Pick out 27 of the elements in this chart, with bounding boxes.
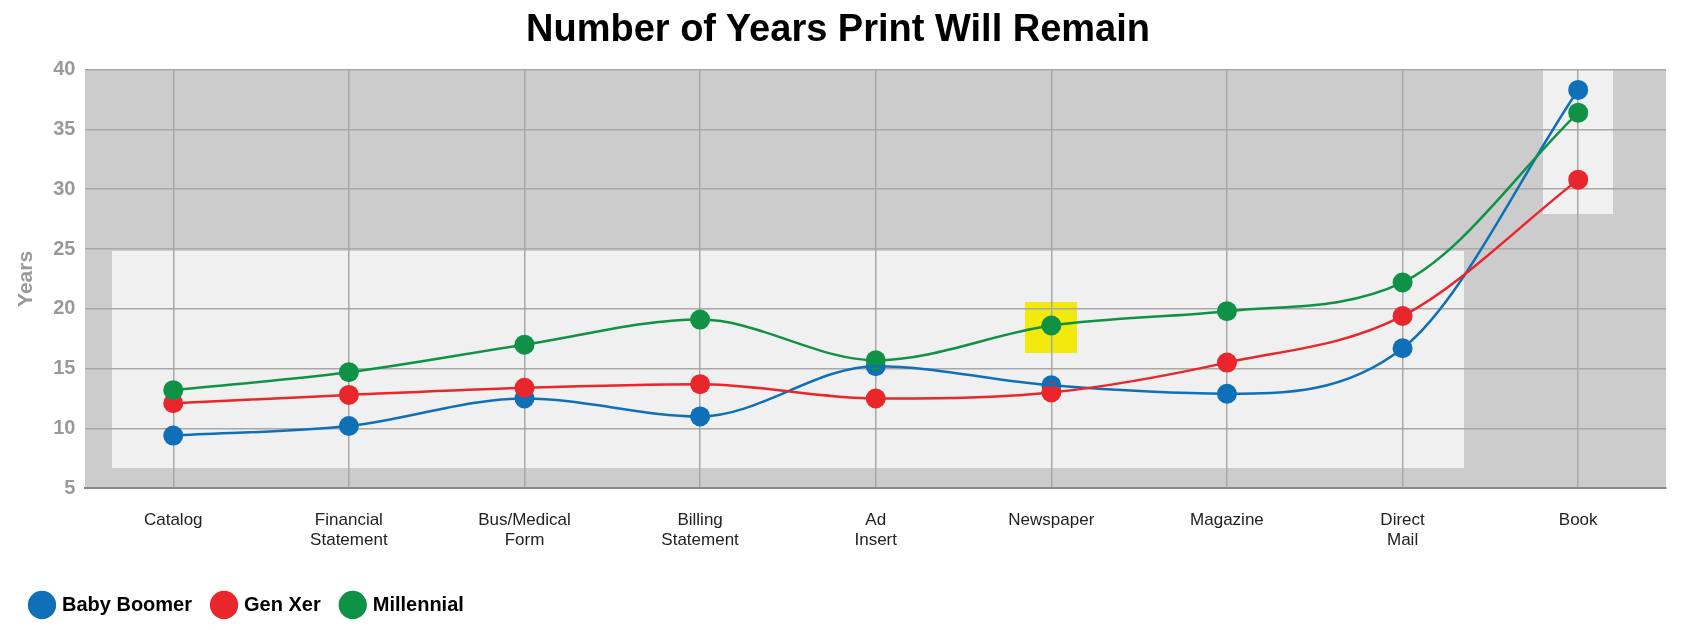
- y-tick-label: 30: [53, 176, 76, 199]
- legend-label: Millennial: [372, 592, 464, 615]
- legend-label: Gen Xer: [244, 592, 321, 615]
- x-tick-label: Billing Statement: [661, 510, 740, 550]
- x-tick-label: Direct Mail: [1380, 510, 1426, 550]
- point: [163, 425, 184, 446]
- y-tick-label: 10: [53, 415, 76, 438]
- x-tick-label: Ad Insert: [854, 510, 898, 550]
- point: [1568, 102, 1589, 123]
- x-tick-label: Book: [1558, 510, 1599, 530]
- y-tick-label: 35: [53, 116, 76, 139]
- y-tick-label: 5: [64, 475, 76, 498]
- y-axis-title: Years: [13, 250, 37, 307]
- point: [1568, 169, 1589, 190]
- y-tick-label: 25: [53, 236, 76, 259]
- legend-label: Baby Boomer: [62, 592, 193, 615]
- y-tick-label: 40: [53, 57, 76, 80]
- x-tick-label: Magazine: [1190, 510, 1264, 530]
- point: [163, 380, 184, 401]
- y-tick-label: 15: [53, 356, 76, 379]
- x-tick-label: Financial Statement: [310, 510, 388, 550]
- x-tick-label: Bus/Medical Form: [478, 510, 571, 550]
- point: [1568, 79, 1589, 100]
- x-tick-label: Catalog: [143, 510, 203, 530]
- y-tick-label: 20: [53, 296, 76, 319]
- x-tick-label: Newspaper: [1008, 510, 1095, 530]
- chart-title: Number of Years Print Will Remain: [525, 7, 1151, 50]
